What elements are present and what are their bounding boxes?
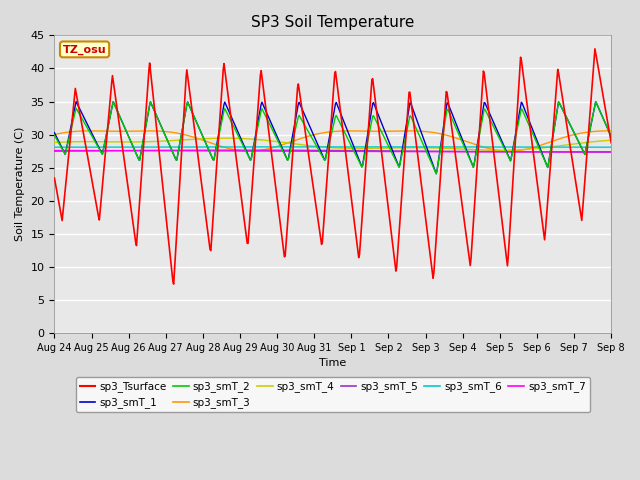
sp3_smT_1	[433, 171, 440, 177]
Y-axis label: Soil Temperature (C): Soil Temperature (C)	[15, 127, 25, 241]
sp3_smT_6	[607, 144, 615, 150]
sp3_smT_3	[204, 139, 212, 145]
sp3_smT_4	[221, 135, 229, 141]
sp3_Tsurface	[170, 281, 177, 287]
Line: sp3_smT_7: sp3_smT_7	[54, 151, 611, 152]
sp3_smT_7	[607, 149, 615, 155]
sp3_smT_1	[401, 129, 409, 134]
sp3_smT_6	[401, 144, 409, 150]
sp3_smT_1	[607, 134, 615, 140]
sp3_smT_7	[417, 149, 424, 155]
sp3_smT_7	[118, 148, 125, 154]
sp3_smT_3	[607, 128, 615, 134]
sp3_smT_4	[418, 145, 426, 151]
sp3_Tsurface	[118, 140, 125, 145]
Line: sp3_smT_4: sp3_smT_4	[54, 138, 611, 150]
sp3_smT_6	[418, 144, 426, 150]
sp3_smT_1	[118, 120, 126, 126]
sp3_smT_2	[204, 144, 212, 150]
sp3_smT_1	[61, 150, 68, 156]
sp3_smT_6	[118, 144, 125, 150]
sp3_smT_1	[175, 144, 183, 150]
sp3_smT_4	[401, 145, 409, 151]
sp3_smT_4	[496, 147, 504, 153]
sp3_smT_2	[433, 171, 440, 177]
sp3_smT_2	[61, 150, 68, 156]
sp3_Tsurface	[205, 235, 212, 240]
sp3_smT_2	[118, 118, 125, 124]
sp3_smT_1	[51, 130, 58, 135]
sp3_smT_7	[61, 148, 68, 154]
Line: sp3_smT_1: sp3_smT_1	[54, 102, 611, 174]
sp3_smT_4	[204, 136, 212, 142]
sp3_smT_3	[51, 132, 58, 137]
sp3_smT_7	[51, 148, 58, 154]
sp3_smT_4	[118, 139, 125, 145]
sp3_Tsurface	[61, 194, 68, 200]
sp3_smT_3	[401, 128, 408, 134]
sp3_smT_6	[51, 144, 58, 150]
sp3_smT_7	[175, 148, 182, 154]
sp3_smT_5	[204, 147, 212, 153]
sp3_smT_5	[175, 147, 182, 153]
sp3_smT_7	[401, 149, 408, 155]
sp3_smT_2	[607, 134, 615, 140]
Line: sp3_Tsurface: sp3_Tsurface	[54, 49, 611, 284]
sp3_smT_6	[204, 144, 212, 150]
sp3_smT_5	[418, 148, 426, 154]
sp3_smT_2	[401, 140, 408, 145]
sp3_smT_1	[418, 130, 426, 136]
sp3_smT_4	[607, 137, 615, 143]
sp3_Tsurface	[401, 144, 409, 150]
sp3_smT_2	[592, 99, 600, 105]
sp3_smT_5	[51, 148, 58, 154]
sp3_smT_3	[61, 130, 68, 135]
Text: TZ_osu: TZ_osu	[63, 44, 106, 55]
sp3_Tsurface	[591, 46, 599, 52]
Legend: sp3_Tsurface, sp3_smT_1, sp3_smT_2, sp3_smT_3, sp3_smT_4, sp3_smT_5, sp3_smT_6, : sp3_Tsurface, sp3_smT_1, sp3_smT_2, sp3_…	[76, 377, 590, 412]
sp3_smT_7	[515, 149, 522, 155]
Line: sp3_smT_5: sp3_smT_5	[54, 150, 611, 152]
sp3_smT_7	[204, 148, 212, 154]
Line: sp3_smT_2: sp3_smT_2	[54, 102, 611, 174]
sp3_smT_6	[328, 144, 336, 150]
sp3_Tsurface	[418, 182, 426, 188]
sp3_smT_4	[61, 139, 68, 145]
sp3_smT_3	[505, 148, 513, 154]
sp3_Tsurface	[51, 175, 58, 181]
Title: SP3 Soil Temperature: SP3 Soil Temperature	[251, 15, 415, 30]
sp3_smT_3	[118, 129, 125, 134]
sp3_smT_4	[175, 137, 182, 143]
Line: sp3_smT_3: sp3_smT_3	[54, 131, 611, 151]
sp3_smT_3	[175, 131, 182, 136]
sp3_smT_5	[401, 148, 409, 154]
sp3_Tsurface	[175, 191, 183, 197]
sp3_smT_5	[61, 148, 68, 154]
sp3_smT_3	[418, 128, 426, 134]
sp3_smT_6	[175, 144, 182, 150]
sp3_smT_5	[118, 148, 125, 154]
sp3_smT_2	[417, 136, 424, 142]
sp3_Tsurface	[607, 140, 615, 145]
sp3_smT_1	[72, 99, 80, 105]
sp3_smT_2	[175, 149, 182, 155]
X-axis label: Time: Time	[319, 359, 346, 369]
sp3_smT_4	[51, 140, 58, 145]
sp3_smT_5	[236, 147, 244, 153]
sp3_smT_1	[205, 146, 212, 152]
sp3_smT_3	[405, 128, 413, 134]
sp3_smT_5	[607, 149, 615, 155]
sp3_smT_6	[61, 144, 68, 150]
sp3_smT_2	[51, 132, 58, 138]
